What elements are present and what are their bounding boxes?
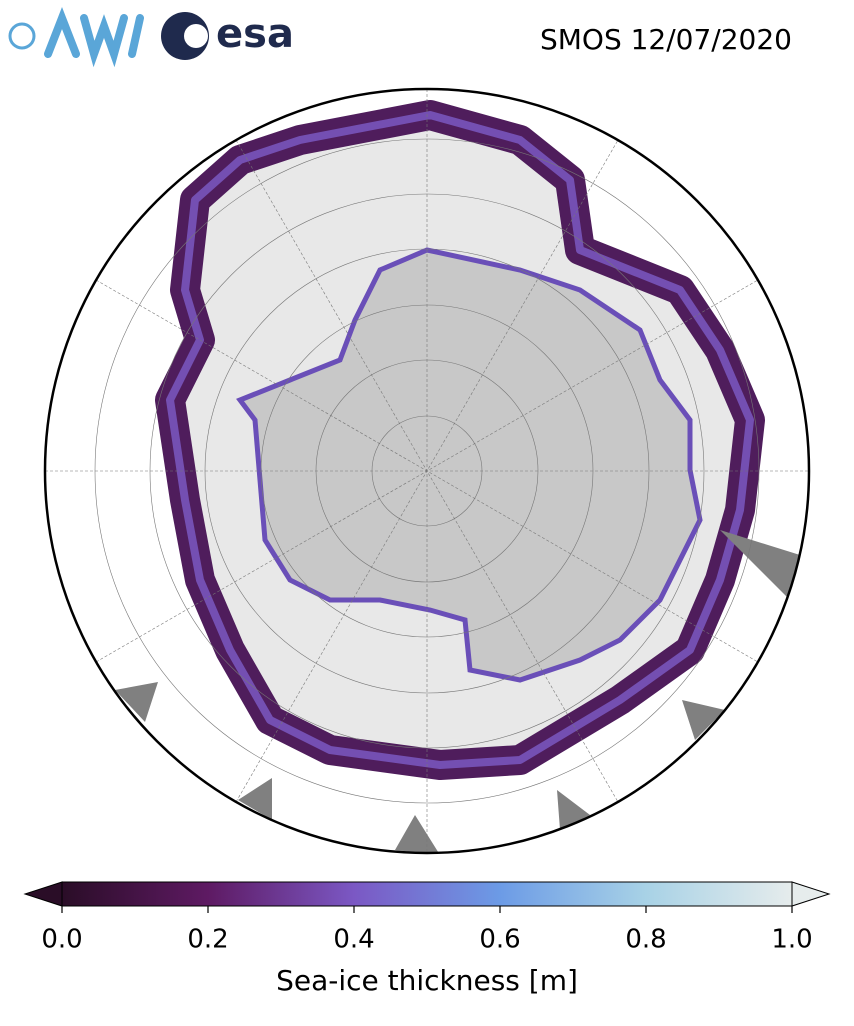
colorbar-tick-label: 0.0 xyxy=(41,925,82,955)
colorbar-extend-low xyxy=(23,881,63,907)
esa-wordmark: esa xyxy=(216,11,294,57)
title: SMOS 12/07/2020 xyxy=(540,23,792,56)
colorbar-tick-label: 0.2 xyxy=(187,925,228,955)
graticule xyxy=(45,89,809,853)
map-frame xyxy=(43,87,811,855)
colorbar-tick-label: 0.6 xyxy=(479,925,520,955)
colorbar-scale xyxy=(61,881,793,907)
colorbar xyxy=(23,881,831,913)
awi-logo xyxy=(8,6,144,68)
antarctica xyxy=(236,247,703,683)
colorbar-label: Sea-ice thickness [m] xyxy=(276,964,578,997)
map xyxy=(45,89,809,853)
colorbar-extend-high xyxy=(791,881,831,907)
esa-logo: esa xyxy=(161,11,294,60)
colorbar-tick-label: 1.0 xyxy=(771,925,812,955)
colorbar-tick-label: 0.4 xyxy=(333,925,374,955)
colorbar-tick-label: 0.8 xyxy=(625,925,666,955)
